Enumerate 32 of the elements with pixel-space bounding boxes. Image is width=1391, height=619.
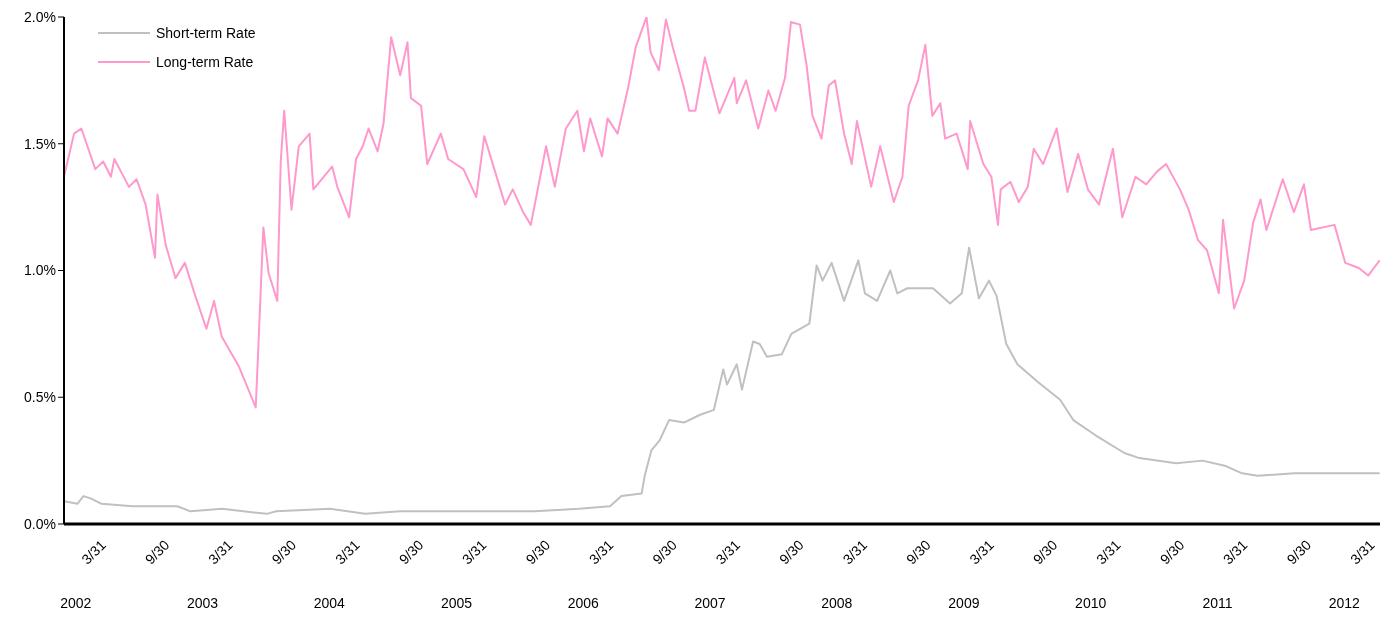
line-series: [64, 246, 1380, 515]
x2-tick-label: 2010: [1075, 595, 1107, 611]
x-tick-label: 3/31: [1347, 536, 1378, 568]
x-tick-label: 3/31: [458, 536, 490, 568]
x-tick-label: 3/31: [966, 536, 998, 568]
y-tick-label: 0.0%: [24, 515, 56, 532]
x2-tick-label: 2006: [567, 595, 600, 611]
x-tick-label: 3/31: [839, 536, 871, 568]
x2-tick-label: 2007: [694, 595, 726, 611]
x-tick-label: 3/31: [712, 536, 744, 568]
x2-tick-label: 2011: [1202, 595, 1233, 611]
legend-label: Long-term Rate: [156, 53, 254, 70]
y-tick-label: 0.5%: [24, 389, 56, 406]
x-tick-label: 3/31: [78, 536, 109, 568]
x2-tick-label: 2009: [948, 595, 980, 611]
y-tick-label: 2.0%: [24, 8, 56, 25]
x-tick-label: 3/31: [332, 536, 363, 568]
x2-tick-label: 2005: [440, 595, 473, 611]
y-tick-label: 1.5%: [24, 135, 56, 152]
legend-label: Short-term Rate: [156, 24, 256, 41]
x-tick-label: 3/31: [1219, 536, 1251, 568]
y-tick-label: 1.0%: [24, 262, 56, 279]
line-series: [64, 17, 1380, 409]
x-tick-label: 9/30: [649, 536, 680, 568]
x2-tick-label: 2008: [821, 595, 853, 611]
x-tick-label: 3/31: [205, 536, 236, 568]
x2-tick-label: 2012: [1328, 595, 1361, 611]
x2-tick-label: 2003: [187, 595, 219, 611]
x-tick-label: 3/31: [585, 536, 617, 568]
x-tick-label: 3/31: [1093, 536, 1124, 568]
x2-tick-label: 2004: [313, 595, 346, 611]
x2-tick-label: 2002: [60, 595, 92, 611]
